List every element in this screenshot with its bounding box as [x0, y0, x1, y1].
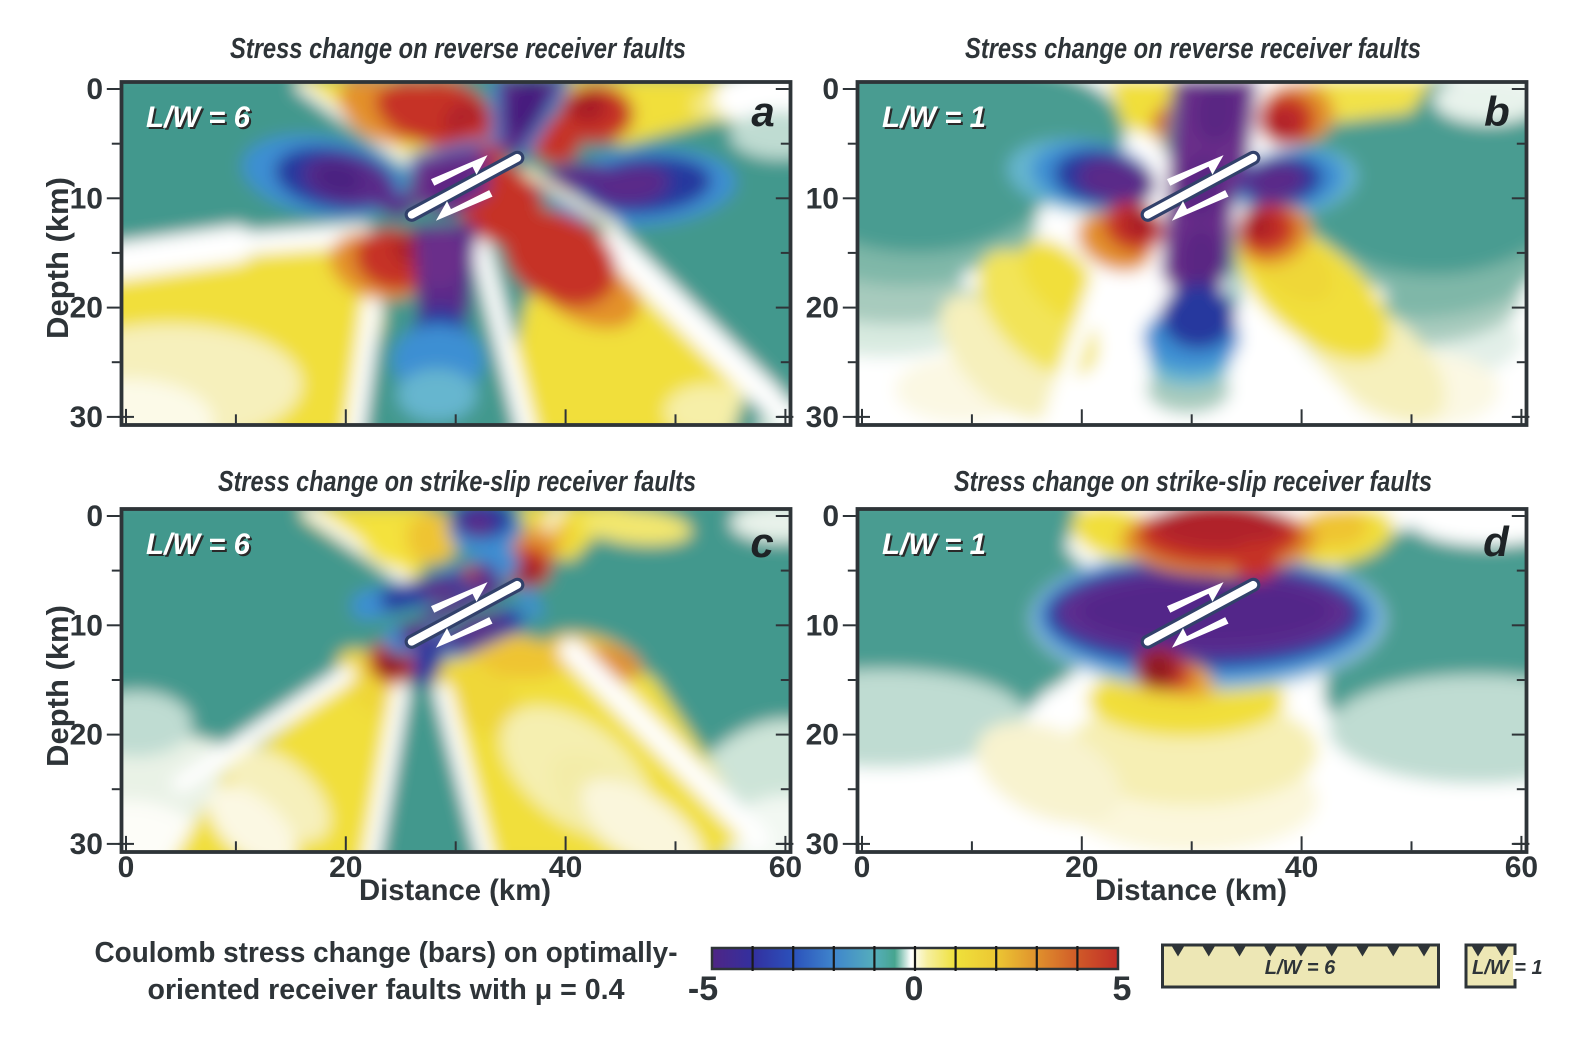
svg-text:d: d: [1483, 518, 1510, 565]
svg-text:30: 30: [70, 828, 103, 861]
svg-text:L/W = 6: L/W = 6: [148, 530, 252, 563]
svg-text:10: 10: [70, 609, 103, 642]
svg-text:Depth (km): Depth (km): [40, 177, 75, 339]
svg-text:Stress change on strike-slip r: Stress change on strike-slip receiver fa…: [218, 466, 696, 498]
svg-text:L/W = 1: L/W = 1: [882, 528, 986, 561]
svg-text:Depth (km): Depth (km): [40, 605, 75, 767]
svg-text:20: 20: [70, 719, 103, 752]
svg-text:0: 0: [118, 851, 135, 884]
svg-text:Coulomb stress change (bars) o: Coulomb stress change (bars) on optimall…: [95, 937, 678, 969]
svg-text:20: 20: [1065, 851, 1098, 884]
svg-text:L/W = 6: L/W = 6: [146, 101, 250, 134]
svg-text:30: 30: [70, 401, 103, 434]
svg-text:0: 0: [822, 73, 839, 106]
svg-text:20: 20: [70, 292, 103, 325]
svg-text:10: 10: [70, 182, 103, 215]
svg-text:L/W = 1: L/W = 1: [1472, 957, 1543, 979]
svg-text:20: 20: [806, 292, 839, 325]
svg-text:L/W = 1: L/W = 1: [884, 103, 988, 136]
svg-text:30: 30: [806, 828, 839, 861]
svg-text:40: 40: [549, 851, 582, 884]
svg-text:30: 30: [806, 401, 839, 434]
svg-text:oriented receiver faults with: oriented receiver faults with μ = 0.4: [148, 974, 625, 1006]
svg-text:Distance (km): Distance (km): [359, 874, 551, 907]
svg-text:10: 10: [806, 182, 839, 215]
svg-text:0: 0: [905, 970, 924, 1008]
svg-text:10: 10: [806, 609, 839, 642]
svg-text:Stress change on strike-slip r: Stress change on strike-slip receiver fa…: [954, 466, 1432, 498]
svg-text:0: 0: [86, 73, 103, 106]
svg-text:L/W = 6: L/W = 6: [1265, 957, 1336, 979]
svg-text:40: 40: [1285, 851, 1318, 884]
svg-text:0: 0: [854, 851, 871, 884]
svg-text:L/W = 6: L/W = 6: [146, 528, 250, 561]
svg-text:20: 20: [329, 851, 362, 884]
svg-text:a: a: [751, 88, 774, 135]
svg-text:-5: -5: [688, 970, 718, 1008]
svg-text:0: 0: [822, 500, 839, 533]
svg-text:Distance (km): Distance (km): [1095, 874, 1287, 907]
svg-text:0: 0: [86, 500, 103, 533]
svg-text:Stress change on reverse recei: Stress change on reverse receiver faults: [230, 33, 686, 65]
svg-text:60: 60: [769, 851, 802, 884]
svg-text:c: c: [750, 519, 773, 566]
svg-text:L/W = 1: L/W = 1: [882, 101, 986, 134]
svg-text:5: 5: [1113, 970, 1132, 1008]
svg-text:L/W = 6: L/W = 6: [148, 103, 252, 136]
svg-text:L/W = 1: L/W = 1: [884, 530, 988, 563]
svg-text:20: 20: [806, 719, 839, 752]
svg-text:60: 60: [1505, 851, 1538, 884]
svg-text:Stress change on reverse recei: Stress change on reverse receiver faults: [965, 33, 1421, 65]
svg-text:b: b: [1484, 88, 1510, 135]
